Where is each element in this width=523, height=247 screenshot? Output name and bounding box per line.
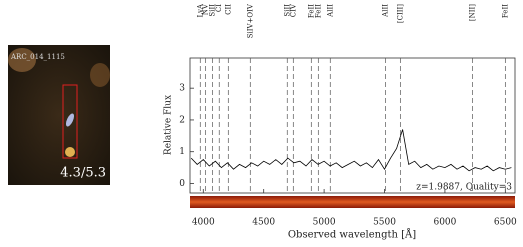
y-tick-label: 2 <box>179 115 185 125</box>
galaxy <box>8 48 36 72</box>
2d-spectrum <box>190 196 515 208</box>
x-tick-label: 5000 <box>313 218 336 228</box>
x-tick-label: 6000 <box>433 218 456 228</box>
spectrum <box>190 129 512 172</box>
spectral-line-label: LyA <box>196 3 204 17</box>
arc <box>65 113 75 127</box>
y-tick-label: 1 <box>179 147 185 157</box>
x-tick-label: 4000 <box>192 218 215 228</box>
y-tick-label: 0 <box>179 179 185 189</box>
spectral-line-label: SiII <box>283 4 291 17</box>
spectral-line-label: FeII <box>307 4 315 18</box>
x-axis-title: Observed wavelength [Å] <box>288 229 416 241</box>
spectral-line-label: SiII <box>208 4 216 17</box>
annotation: z=1.9887, Quality=3 <box>416 183 512 193</box>
galaxy <box>65 147 75 157</box>
spectral-line-label: NV <box>201 3 209 15</box>
spectral-line-label: CIV <box>289 3 297 17</box>
x-tick-label: 5500 <box>373 218 396 228</box>
image-panel: ARC_014_1115 4.3/5.3 <box>8 45 110 185</box>
x-tick-label: 4500 <box>252 218 275 228</box>
spectral-line-label: CII <box>224 4 232 15</box>
spectral-line-label: [NII] <box>468 4 476 21</box>
spectral-line-label: AlII <box>326 4 334 18</box>
spectral-line-label: CI <box>215 4 223 12</box>
spectral-line-label: AlII <box>381 4 389 18</box>
spectral-line-label: SiIV+OIV <box>246 3 254 38</box>
spectral-line-label: FeII <box>501 4 509 18</box>
slit <box>62 84 78 159</box>
x-tick-label: 6500 <box>494 218 517 228</box>
object-label: ARC_014_1115 <box>10 53 65 61</box>
y-axis-title: Relative Flux <box>164 95 174 155</box>
spectral-line-label: [CIII] <box>396 4 404 23</box>
ratio-label: 4.3/5.3 <box>60 166 106 181</box>
y-tick-label: 3 <box>179 84 185 94</box>
plot-frame <box>189 57 516 194</box>
galaxy <box>90 63 110 87</box>
spectral-line-label: FeII <box>314 4 322 18</box>
